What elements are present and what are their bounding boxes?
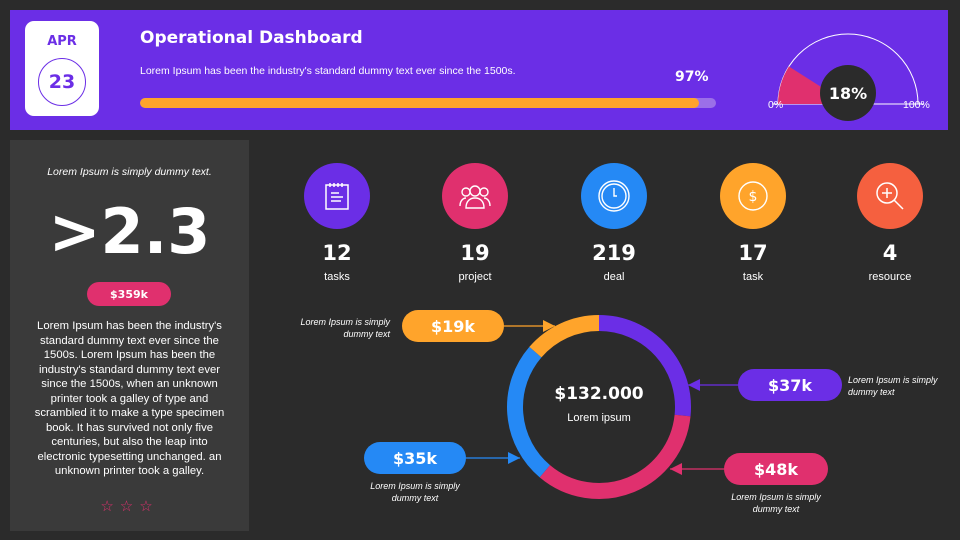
stat-value: 219 bbox=[592, 241, 636, 265]
gauge-value: 18% bbox=[829, 84, 867, 103]
gauge-max-label: 100% bbox=[903, 99, 930, 111]
stat-label: project bbox=[458, 271, 492, 283]
stat-label: deal bbox=[603, 271, 625, 283]
people-icon bbox=[442, 163, 508, 229]
arrowhead-icon bbox=[688, 379, 700, 391]
stat-label: task bbox=[742, 271, 764, 283]
dollar-icon: $ bbox=[720, 163, 786, 229]
segment-value-pill: $48k bbox=[724, 453, 828, 485]
stat-value: 19 bbox=[460, 241, 490, 265]
stat-tasks: 12 tasks bbox=[287, 163, 387, 283]
segment-value-pill: $19k bbox=[402, 310, 504, 342]
stat-task: $ 17 task bbox=[703, 163, 803, 283]
segment-note: Lorem Ipsum is simply dummy text bbox=[731, 492, 821, 514]
notepad-icon bbox=[304, 163, 370, 229]
gauge-knob bbox=[820, 65, 876, 121]
svg-text:$: $ bbox=[749, 189, 758, 205]
clock-icon bbox=[581, 163, 647, 229]
segment-note: Lorem Ipsum is simply dummy text bbox=[300, 317, 390, 339]
star-rating[interactable]: ☆☆☆ bbox=[100, 497, 159, 515]
segment-value-pill: $35k bbox=[364, 442, 466, 474]
page-title: Operational Dashboard bbox=[140, 28, 363, 48]
summary-badge: $359k bbox=[87, 282, 171, 306]
stat-label: tasks bbox=[324, 271, 350, 283]
stat-resource: 4 resource bbox=[840, 163, 940, 283]
stat-label: resource bbox=[868, 271, 912, 283]
stat-value: 17 bbox=[738, 241, 768, 265]
progress-label: 97% bbox=[675, 69, 709, 85]
donut-segment bbox=[529, 315, 600, 358]
gauge-min-label: 0% bbox=[768, 99, 783, 111]
gauge: 18% 0% 100% bbox=[768, 33, 930, 121]
donut-segment bbox=[598, 315, 691, 417]
stat-deal: 219 deal bbox=[564, 163, 664, 283]
page-subtitle: Lorem Ipsum has been the industry's stan… bbox=[140, 65, 516, 77]
zoom-in-icon bbox=[857, 163, 923, 229]
donut-segment bbox=[507, 346, 551, 478]
summary-panel: Lorem Ipsum is simply dummy text. >2.3 $… bbox=[10, 140, 249, 531]
date-day: 23 bbox=[38, 58, 86, 106]
arrowhead-icon bbox=[670, 463, 682, 475]
arrowhead-icon bbox=[508, 452, 520, 464]
progress-fill bbox=[140, 98, 699, 108]
segment-note: Lorem Ipsum is simply dummy text bbox=[848, 375, 938, 397]
donut-segment bbox=[539, 414, 691, 499]
stat-value: 4 bbox=[882, 241, 898, 265]
stat-project: 19 project bbox=[425, 163, 525, 283]
donut-caption: Lorem ipsum bbox=[567, 412, 631, 424]
summary-big-value: >2.3 bbox=[48, 195, 211, 268]
arrowhead-icon bbox=[543, 320, 555, 332]
stat-value: 12 bbox=[322, 241, 352, 265]
progress-bar bbox=[140, 98, 716, 108]
donut-total: $132.000 bbox=[554, 384, 644, 404]
summary-body: Lorem Ipsum has been the industry's stan… bbox=[34, 320, 225, 477]
donut-center: $132.000 Lorem ipsum bbox=[529, 384, 669, 424]
date-card: APR 23 bbox=[25, 21, 99, 116]
segment-note: Lorem Ipsum is simply dummy text bbox=[370, 481, 460, 503]
summary-tagline: Lorem Ipsum is simply dummy text. bbox=[47, 166, 212, 178]
segment-value-pill: $37k bbox=[738, 369, 842, 401]
date-month: APR bbox=[47, 34, 77, 49]
